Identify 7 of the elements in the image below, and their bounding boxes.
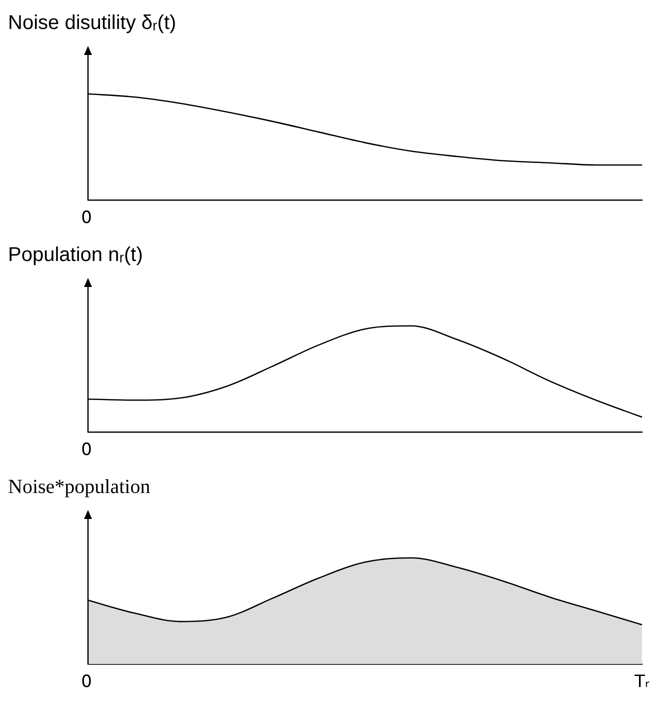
chart-title: Population nᵣ(t) [8, 243, 144, 268]
text: 0 [81, 440, 92, 460]
text: 0 [81, 208, 92, 228]
text: Tᵣ [634, 672, 650, 692]
chart-title: Noise disutility δᵣ(t) [8, 11, 178, 36]
text: 0 [81, 672, 92, 692]
chart-title: Noise*population [8, 475, 152, 500]
